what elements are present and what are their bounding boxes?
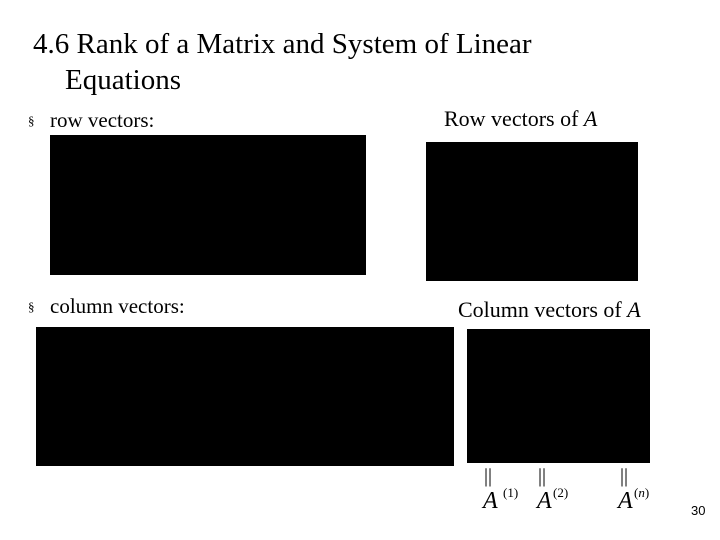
column-vectors-matrix-image xyxy=(467,329,650,463)
column-label-1: || A (1) xyxy=(483,466,533,520)
caption-text: Row vectors of xyxy=(444,106,584,131)
bullet-text: row vectors: xyxy=(50,108,155,132)
caption-text: Column vectors of xyxy=(458,297,628,322)
equals-bars: || xyxy=(484,465,493,487)
column-vectors-caption: Column vectors of A xyxy=(458,297,641,323)
caption-symbol: A xyxy=(583,106,598,131)
bullet-marker: § xyxy=(28,299,35,314)
slide-title-line-1: 4.6 Rank of a Matrix and System of Linea… xyxy=(33,28,532,60)
slide-title: 4.6 Rank of a Matrix and System of Linea… xyxy=(33,26,673,98)
column-symbol: A xyxy=(537,488,552,514)
row-vectors-matrix-image xyxy=(426,142,638,281)
page-number: 30 xyxy=(691,503,706,518)
bullet-marker: § xyxy=(28,113,35,128)
bullet-column-vectors: § column vectors: xyxy=(28,294,185,319)
bullet-row-vectors: § row vectors: xyxy=(28,108,154,133)
slide-title-line-2: Equations xyxy=(65,64,181,96)
column-vector-equation-image xyxy=(36,327,454,466)
column-superscript: (2) xyxy=(553,485,569,500)
column-symbol: A xyxy=(618,488,633,514)
bullet-text: column vectors: xyxy=(50,294,185,318)
row-vector-equation-image xyxy=(50,135,366,275)
column-symbol: A xyxy=(483,488,498,514)
column-superscript: (1) xyxy=(503,485,519,500)
column-label-2: || A (2) xyxy=(537,466,587,520)
column-superscript: (n) xyxy=(634,485,650,500)
equals-bars: || xyxy=(620,465,629,487)
equals-bars: || xyxy=(538,465,547,487)
caption-symbol: A xyxy=(627,297,641,322)
row-vectors-caption: Row vectors of A xyxy=(444,106,597,132)
column-label-n: || A (n) xyxy=(618,466,668,520)
